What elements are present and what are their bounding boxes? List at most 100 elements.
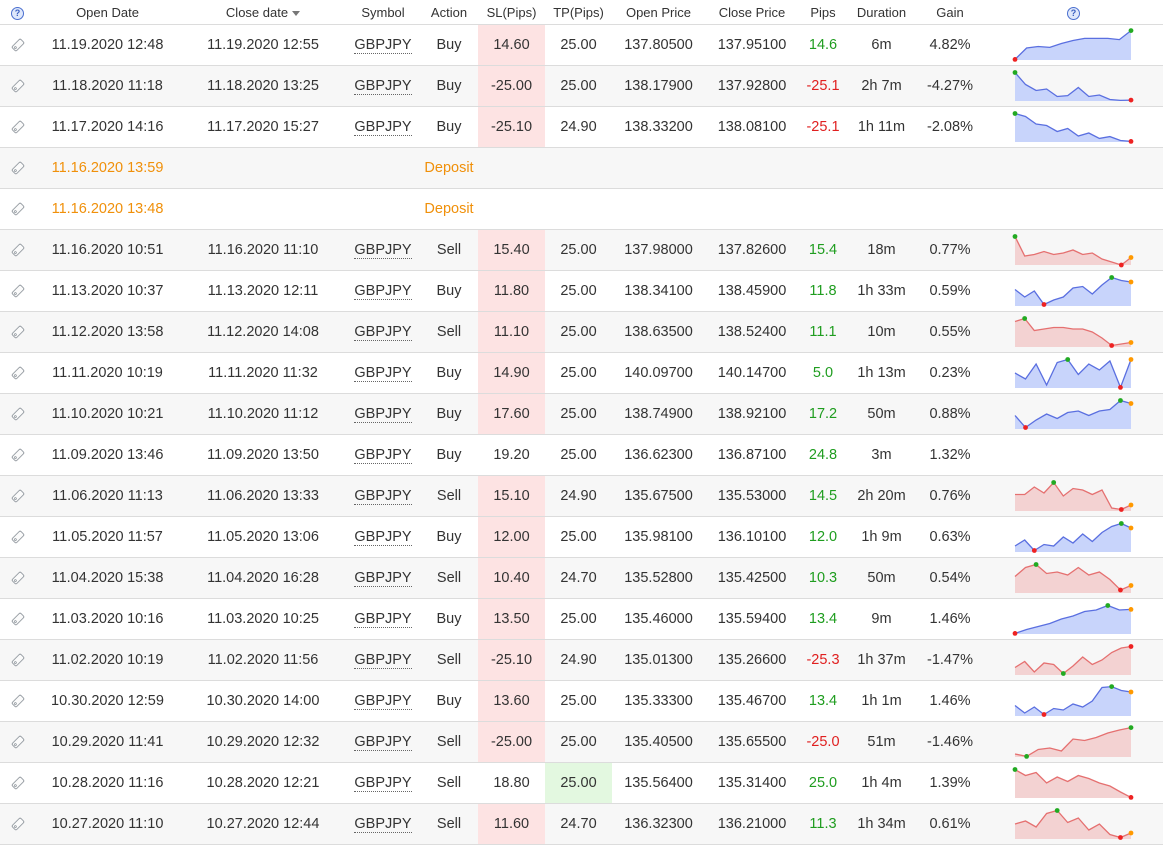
tag-icon[interactable] bbox=[9, 119, 27, 135]
chart[interactable] bbox=[984, 598, 1163, 640]
trade-row[interactable]: 11.05.2020 11:57 11.05.2020 13:06 GBPJPY Bu… bbox=[0, 516, 1163, 558]
trade-sparkline[interactable] bbox=[1012, 642, 1136, 678]
tag-icon[interactable] bbox=[9, 488, 27, 504]
header-pips[interactable]: Pips bbox=[799, 0, 847, 25]
trade-note-cell[interactable] bbox=[0, 393, 35, 435]
trade-sparkline[interactable] bbox=[1012, 519, 1136, 555]
trade-row[interactable]: 11.09.2020 13:46 11.09.2020 13:50 GBPJPY Bu… bbox=[0, 434, 1163, 476]
tag-icon[interactable] bbox=[9, 816, 27, 832]
tag-icon[interactable] bbox=[9, 529, 27, 545]
trade-sparkline[interactable] bbox=[1012, 273, 1136, 309]
help-header[interactable]: ? bbox=[0, 0, 35, 25]
trade-note-cell[interactable] bbox=[0, 557, 35, 599]
symbol[interactable]: GBPJPY bbox=[346, 557, 420, 599]
tag-icon[interactable] bbox=[9, 447, 27, 463]
chart[interactable] bbox=[984, 106, 1163, 148]
chart[interactable] bbox=[984, 516, 1163, 558]
trade-row[interactable]: 11.18.2020 11:18 11.18.2020 13:25 GBPJPY Bu… bbox=[0, 65, 1163, 107]
trade-sparkline[interactable] bbox=[1012, 560, 1136, 596]
symbol-link[interactable]: GBPJPY bbox=[354, 611, 412, 628]
trade-sparkline[interactable] bbox=[1012, 27, 1136, 63]
trade-note-cell[interactable] bbox=[0, 598, 35, 640]
symbol[interactable]: GBPJPY bbox=[346, 516, 420, 558]
tag-icon[interactable] bbox=[9, 734, 27, 750]
symbol-link[interactable]: GBPJPY bbox=[354, 734, 412, 751]
chart[interactable] bbox=[984, 680, 1163, 722]
trade-sparkline[interactable] bbox=[1012, 478, 1136, 514]
tag-icon[interactable] bbox=[9, 242, 27, 258]
tag-icon[interactable] bbox=[9, 365, 27, 381]
trade-row[interactable]: 11.19.2020 12:48 11.19.2020 12:55 GBPJPY Bu… bbox=[0, 24, 1163, 66]
trade-sparkline[interactable] bbox=[1012, 355, 1136, 391]
symbol[interactable]: GBPJPY bbox=[346, 229, 420, 271]
trade-sparkline[interactable] bbox=[1012, 765, 1136, 801]
trade-row[interactable]: 10.27.2020 11:10 10.27.2020 12:44 GBPJPY Se… bbox=[0, 803, 1163, 845]
tag-icon[interactable] bbox=[9, 693, 27, 709]
trade-row[interactable]: 11.03.2020 10:16 11.03.2020 10:25 GBPJPY Bu… bbox=[0, 598, 1163, 640]
symbol[interactable]: GBPJPY bbox=[346, 762, 420, 804]
trade-row[interactable]: 11.12.2020 13:58 11.12.2020 14:08 GBPJPY Se… bbox=[0, 311, 1163, 353]
trade-note-cell[interactable] bbox=[0, 229, 35, 271]
symbol-link[interactable]: GBPJPY bbox=[354, 447, 412, 464]
trade-note-cell[interactable] bbox=[0, 762, 35, 804]
symbol-link[interactable]: GBPJPY bbox=[354, 488, 412, 505]
chart-header[interactable]: ? bbox=[984, 0, 1163, 25]
trade-sparkline[interactable] bbox=[1012, 683, 1136, 719]
header-sl[interactable]: SL(Pips) bbox=[478, 0, 545, 25]
sort-down-icon[interactable] bbox=[292, 10, 301, 16]
trade-sparkline[interactable] bbox=[1012, 232, 1136, 268]
chart[interactable] bbox=[984, 229, 1163, 271]
deposit-row[interactable]: 11.16.2020 13:59 Deposit bbox=[0, 147, 1163, 189]
trade-row[interactable]: 11.04.2020 15:38 11.04.2020 16:28 GBPJPY Se… bbox=[0, 557, 1163, 599]
header-gain[interactable]: Gain bbox=[916, 0, 984, 25]
symbol-link[interactable]: GBPJPY bbox=[354, 242, 412, 259]
tag-icon[interactable] bbox=[9, 652, 27, 668]
symbol-link[interactable]: GBPJPY bbox=[354, 816, 412, 833]
header-open-date[interactable]: Open Date bbox=[35, 0, 180, 25]
chart[interactable] bbox=[984, 24, 1163, 66]
trade-row[interactable]: 10.29.2020 11:41 10.29.2020 12:32 GBPJPY Se… bbox=[0, 721, 1163, 763]
symbol[interactable]: GBPJPY bbox=[346, 721, 420, 763]
trade-note-cell[interactable] bbox=[0, 24, 35, 66]
symbol[interactable]: GBPJPY bbox=[346, 434, 420, 476]
trade-row[interactable]: 11.17.2020 14:16 11.17.2020 15:27 GBPJPY Bu… bbox=[0, 106, 1163, 148]
header-action[interactable]: Action bbox=[420, 0, 478, 25]
tag-icon[interactable] bbox=[9, 283, 27, 299]
symbol-link[interactable]: GBPJPY bbox=[354, 37, 412, 54]
trade-row[interactable]: 11.13.2020 10:37 11.13.2020 12:11 GBPJPY Bu… bbox=[0, 270, 1163, 312]
symbol-link[interactable]: GBPJPY bbox=[354, 775, 412, 792]
trade-row[interactable]: 11.02.2020 10:19 11.02.2020 11:56 GBPJPY Se… bbox=[0, 639, 1163, 681]
trade-note-cell[interactable] bbox=[0, 475, 35, 517]
chart[interactable] bbox=[984, 311, 1163, 353]
help-icon[interactable]: ? bbox=[11, 6, 24, 20]
trade-sparkline[interactable] bbox=[1012, 806, 1136, 842]
symbol[interactable]: GBPJPY bbox=[346, 639, 420, 681]
trade-sparkline[interactable] bbox=[1012, 724, 1136, 760]
trade-note-cell[interactable] bbox=[0, 65, 35, 107]
trade-sparkline[interactable] bbox=[1012, 314, 1136, 350]
header-tp[interactable]: TP(Pips) bbox=[545, 0, 612, 25]
symbol-link[interactable]: GBPJPY bbox=[354, 78, 412, 95]
trade-note-cell[interactable] bbox=[0, 311, 35, 353]
trade-note-cell[interactable] bbox=[0, 352, 35, 394]
chart[interactable] bbox=[984, 762, 1163, 804]
chart[interactable] bbox=[984, 475, 1163, 517]
symbol-link[interactable]: GBPJPY bbox=[354, 365, 412, 382]
trade-row[interactable]: 11.11.2020 10:19 11.11.2020 11:32 GBPJPY Bu… bbox=[0, 352, 1163, 394]
symbol[interactable]: GBPJPY bbox=[346, 311, 420, 353]
trade-sparkline[interactable] bbox=[1012, 396, 1136, 432]
symbol-link[interactable]: GBPJPY bbox=[354, 652, 412, 669]
chart[interactable] bbox=[984, 557, 1163, 599]
symbol-link[interactable]: GBPJPY bbox=[354, 570, 412, 587]
deposit-row[interactable]: 11.16.2020 13:48 Deposit bbox=[0, 188, 1163, 230]
trade-row[interactable]: 11.06.2020 11:13 11.06.2020 13:33 GBPJPY Se… bbox=[0, 475, 1163, 517]
symbol-link[interactable]: GBPJPY bbox=[354, 324, 412, 341]
trade-row[interactable]: 11.10.2020 10:21 11.10.2020 11:12 GBPJPY Bu… bbox=[0, 393, 1163, 435]
symbol-link[interactable]: GBPJPY bbox=[354, 529, 412, 546]
trade-sparkline[interactable] bbox=[1012, 109, 1136, 145]
symbol[interactable]: GBPJPY bbox=[346, 270, 420, 312]
symbol-link[interactable]: GBPJPY bbox=[354, 283, 412, 300]
trade-note-cell[interactable] bbox=[0, 188, 35, 230]
trade-sparkline[interactable] bbox=[1012, 68, 1136, 104]
chart[interactable] bbox=[984, 639, 1163, 681]
